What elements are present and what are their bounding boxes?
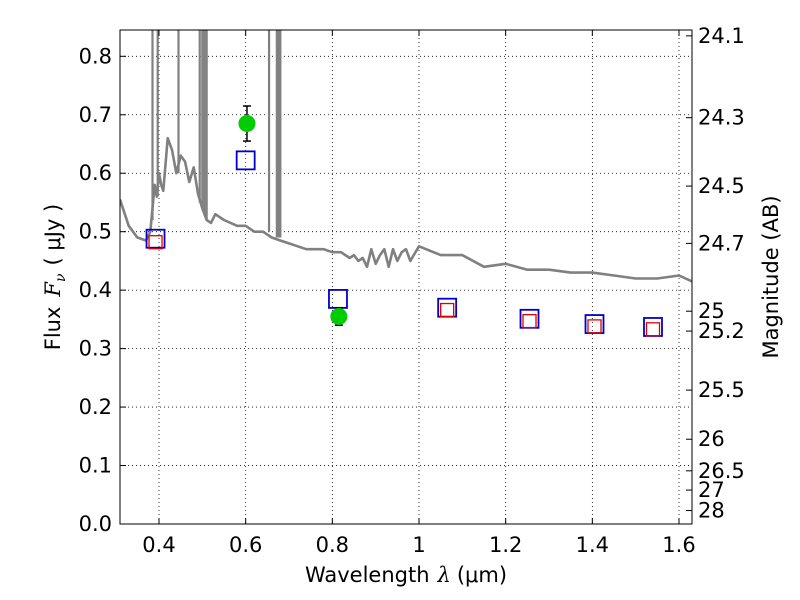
mag-tick-label: 24.5 <box>698 174 745 198</box>
red-square-point <box>522 313 537 329</box>
x-axis-title: Wavelength λ (μm) <box>305 563 507 587</box>
plot-frame <box>119 29 693 525</box>
blue-square-point <box>235 150 256 171</box>
mag-tick-label: 27 <box>698 478 725 502</box>
y-axis-title: FluxFν( μJy ) <box>41 204 69 350</box>
y-axis-right-title: Magnitude (AB) <box>759 195 783 358</box>
red-square-point <box>587 319 602 334</box>
mag-tick-label: 24.7 <box>698 231 745 255</box>
red-square-point <box>148 235 163 250</box>
red-square-point <box>645 322 661 337</box>
y-tick-label: 0.0 <box>79 512 112 536</box>
x-tick-label: 0.6 <box>229 533 262 557</box>
mag-tick-label: 25.5 <box>698 378 745 402</box>
mag-tick-label: 26 <box>698 427 725 451</box>
y-tick-label: 0.8 <box>79 44 112 68</box>
plot-area <box>120 30 692 337</box>
mag-tick-label: 25.2 <box>698 319 745 343</box>
y-tick-label: 0.5 <box>79 220 112 244</box>
mag-tick-label: 25 <box>698 299 725 323</box>
y-tick-label: 0.7 <box>79 103 112 127</box>
green-circle-point <box>330 307 348 325</box>
x-tick-label: 1.2 <box>489 533 522 557</box>
x-tick-label: 0.4 <box>142 533 175 557</box>
y-tick-label: 0.6 <box>79 161 112 185</box>
y-tick-label: 0.4 <box>79 278 112 302</box>
mag-tick-label: 24.3 <box>698 106 745 130</box>
y-tick-label: 0.1 <box>79 454 112 478</box>
x-tick-label: 1.6 <box>662 533 695 557</box>
x-tick-label: 0.8 <box>316 533 349 557</box>
axis-ticks: 0.4 0.6 0.8 1 1.2 1.4 1.6 0.0 0.1 0.2 0.3 0.4 0.5 0.6… <box>79 24 745 557</box>
y-tick-label: 0.3 <box>79 337 112 361</box>
mag-tick-label: 28 <box>698 499 725 523</box>
mag-tick-label: 24.1 <box>698 24 745 48</box>
y-tick-label: 0.2 <box>79 395 112 419</box>
red-square-point <box>440 302 455 318</box>
blue-square-point <box>145 228 166 249</box>
green-circle-point <box>238 115 256 133</box>
mag-tick-label: 26.5 <box>698 459 745 483</box>
x-tick-label: 1 <box>412 533 425 557</box>
x-tick-label: 1.4 <box>576 533 609 557</box>
spectrum-line <box>120 136 692 283</box>
